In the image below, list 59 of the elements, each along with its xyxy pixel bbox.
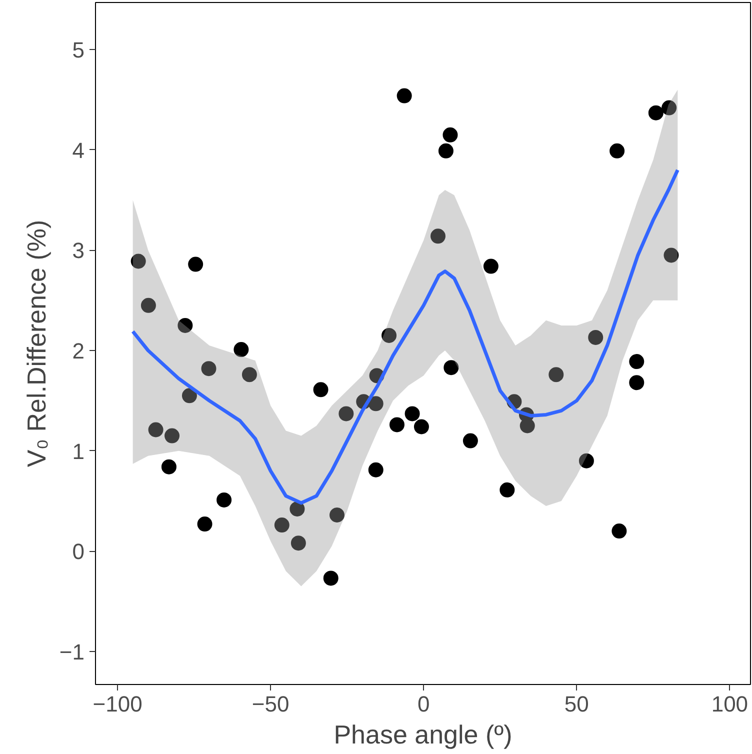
point [430, 228, 446, 244]
x-tick-label: −100 [92, 692, 142, 716]
y-tick-label: 4 [72, 138, 85, 163]
point [368, 462, 384, 478]
x-tick-label: 100 [711, 692, 748, 716]
point [274, 518, 290, 533]
point [197, 516, 212, 532]
point [164, 428, 180, 444]
y-tick-label: 2 [72, 338, 85, 364]
point [438, 143, 454, 158]
point [161, 459, 176, 474]
x-tick-label: −50 [252, 692, 290, 716]
point [500, 482, 515, 498]
x-tick-label: 50 [564, 692, 589, 716]
y-tick-label: 0 [72, 539, 85, 564]
point [662, 100, 677, 116]
point [323, 570, 338, 586]
point [444, 360, 459, 376]
point [140, 298, 156, 313]
point [483, 258, 498, 274]
point [462, 433, 478, 448]
point [216, 492, 232, 508]
point [664, 248, 679, 263]
point [234, 342, 249, 358]
point [520, 418, 535, 434]
y-tick-label: −1 [59, 639, 85, 664]
point [338, 406, 354, 422]
y-tick-label: 5 [72, 38, 85, 63]
point [130, 254, 146, 269]
point [396, 88, 412, 104]
point [290, 536, 306, 551]
point [201, 361, 216, 376]
point [148, 422, 164, 438]
y-tick-label: 1 [72, 438, 85, 464]
point [404, 406, 420, 422]
point [290, 502, 305, 516]
point [629, 354, 644, 370]
point [612, 524, 627, 539]
point [629, 375, 644, 390]
point [188, 256, 204, 272]
point [382, 328, 397, 343]
point [578, 453, 594, 468]
point [242, 367, 257, 382]
point [313, 382, 328, 398]
point [329, 508, 344, 522]
point [182, 388, 197, 404]
x-axis-title: Phase angle (º) [334, 720, 512, 750]
point [548, 367, 564, 382]
point [389, 417, 404, 432]
point [610, 143, 625, 158]
point [588, 330, 604, 345]
x-tick-label: 0 [417, 692, 430, 716]
point [178, 318, 193, 333]
point [414, 419, 429, 434]
y-tick-label: 3 [72, 238, 85, 264]
y-axis-title: V₀ Rel.Difference (%) [21, 220, 52, 468]
point [442, 127, 458, 142]
point [648, 105, 664, 120]
point [368, 396, 384, 412]
